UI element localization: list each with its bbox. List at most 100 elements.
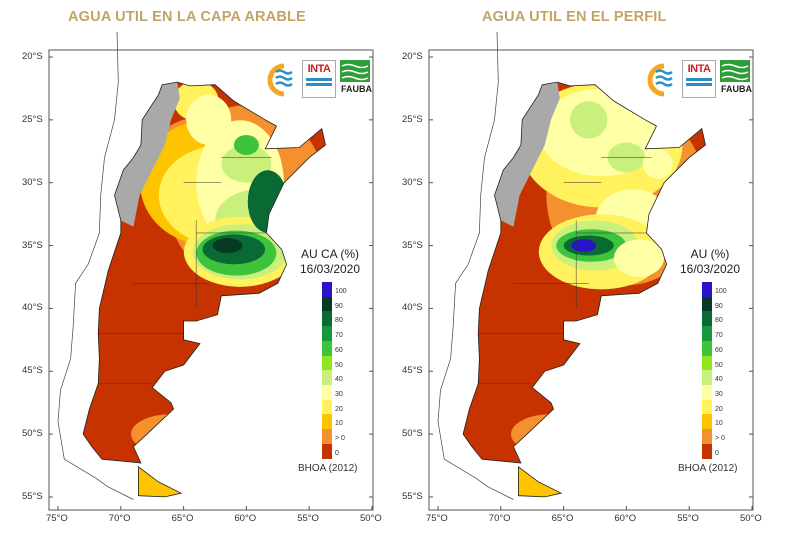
lat-tick-label: 40°S [22, 302, 43, 314]
lon-tick-label: 75°O [46, 513, 68, 524]
legend-label: 40 [335, 376, 343, 384]
water-zone [571, 239, 597, 252]
map-frame [48, 49, 374, 511]
legend-label: 100 [715, 288, 727, 295]
map-title: AGUA UTIL EN LA CAPA ARABLE [68, 9, 306, 25]
legend-swatch [322, 340, 332, 356]
legend-swatch [322, 311, 332, 327]
legend-title: AU (%) [690, 247, 730, 261]
legend-swatch [702, 296, 712, 312]
chile-coastline [437, 31, 514, 500]
lat-tick-label: 35°S [402, 239, 423, 251]
source-label: BHOA (2012) [298, 463, 358, 474]
inta-logo: INTA [302, 60, 336, 98]
lon-tick-label: 65°O [551, 513, 574, 524]
legend-swatch [322, 384, 332, 400]
legend-swatch [702, 282, 712, 297]
water-zone [613, 239, 664, 277]
lat-tick-label: 50°S [402, 428, 423, 440]
map-title: AGUA UTIL EN EL PERFIL [482, 9, 667, 25]
legend-label: 70 [715, 332, 723, 340]
legend-label: 90 [335, 302, 343, 310]
lat-tick-label: 30°S [22, 176, 43, 188]
legend-swatch [322, 355, 332, 371]
water-zone [511, 414, 592, 455]
legend-label: 80 [335, 317, 343, 325]
legend-label: 10 [335, 420, 343, 428]
legend-swatch [702, 311, 712, 327]
water-zone [186, 94, 232, 145]
chile-coastline [57, 31, 134, 500]
andes-no-data [114, 82, 180, 227]
legend-label: 30 [335, 390, 343, 398]
source-label: BHOA (2012) [678, 463, 738, 474]
lon-tick-label: 65°O [171, 513, 194, 524]
legend-label: 100 [335, 288, 347, 295]
lat-tick-label: 20°S [22, 51, 43, 62]
water-zone [569, 101, 608, 139]
lat-tick-label: 55°S [22, 490, 43, 502]
legend-swatch [702, 443, 712, 459]
water-zone [131, 414, 212, 455]
institution-logos [647, 60, 750, 97]
country-border [462, 81, 706, 464]
inta-logo: INTA [682, 60, 716, 98]
legend-title: AU CA (%) [300, 247, 359, 261]
andes-no-data [494, 82, 560, 227]
legend-swatch [322, 282, 332, 297]
legend-label: 40 [715, 376, 723, 384]
legend-swatch [702, 414, 712, 430]
legend-swatch [322, 326, 332, 342]
legend-swatch [322, 370, 332, 386]
lat-tick-label: 25°S [22, 113, 43, 125]
legend-label: 0 [715, 449, 719, 457]
map-frame [428, 49, 754, 511]
lon-tick-label: 70°O [108, 513, 131, 524]
country-border [82, 81, 326, 464]
legend-swatch [702, 384, 712, 400]
legend-swatch [322, 443, 332, 459]
tierra-del-fuego [137, 465, 183, 498]
lon-tick-label: 60°O [234, 513, 257, 524]
lat-tick-label: 40°S [402, 302, 423, 314]
inta-logo-text: INTA [307, 63, 331, 75]
water-zone [642, 148, 673, 179]
legend-label: 30 [715, 390, 723, 398]
lat-tick-label: 30°S [402, 176, 423, 188]
legend-label: 0 [335, 449, 339, 457]
tierra-del-fuego [517, 465, 563, 498]
lat-tick-label: 45°S [22, 365, 43, 377]
map-panel-right: AGUA UTIL EN EL PERFIL 20°S 25°S 30°S 35°S 40… [380, 0, 774, 533]
legend-swatch [322, 429, 332, 444]
argentina-map [428, 31, 754, 511]
institution-logos [267, 60, 370, 97]
lat-tick-label: 55°S [402, 490, 423, 502]
legend-label: > 0 [335, 435, 345, 442]
legend-date: 16/03/2020 [679, 262, 741, 276]
legend-label: 90 [715, 302, 723, 310]
legend-date: 16/03/2020 [299, 262, 361, 276]
legend-label: 60 [715, 346, 723, 354]
fauba-logo-text: FAUBA [721, 84, 752, 94]
legend-swatch [702, 340, 712, 356]
legend-swatch [702, 399, 712, 415]
legend-label: 50 [715, 361, 723, 369]
legend-swatch [322, 399, 332, 415]
lon-tick-label: 60°O [614, 513, 637, 524]
legend-swatch [322, 414, 332, 430]
water-zone [212, 238, 243, 254]
legend-label: 50 [335, 361, 343, 369]
legend-label: > 0 [715, 435, 725, 442]
water-zone [221, 145, 272, 183]
inta-logo-text: INTA [687, 63, 711, 75]
lon-tick-label: 50°O [740, 513, 762, 524]
lat-tick-label: 35°S [22, 239, 43, 251]
legend-label: 20 [335, 405, 343, 413]
fauba-logo-text: FAUBA [341, 84, 372, 94]
legend-swatch [702, 370, 712, 386]
lat-tick-label: 25°S [402, 113, 423, 125]
legend-label: 10 [715, 420, 723, 428]
map-panel-left: AGUA UTIL EN LA CAPA ARABLE 20°S 25°S 30°S 3… [22, 9, 382, 524]
legend-label: 70 [335, 332, 343, 340]
legend-label: 20 [715, 405, 723, 413]
